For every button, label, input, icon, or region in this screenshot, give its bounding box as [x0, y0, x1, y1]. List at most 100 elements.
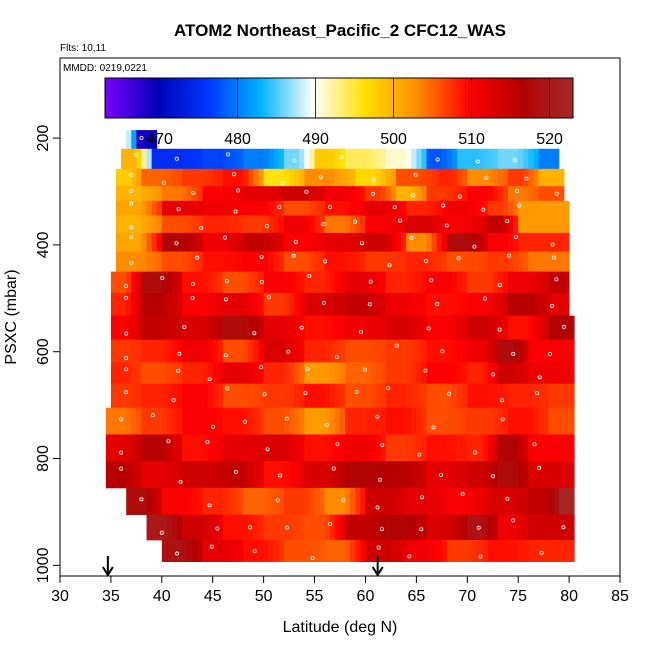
heatmap-cell	[202, 271, 209, 294]
heatmap-cell	[126, 186, 132, 202]
heatmap-cell	[508, 251, 514, 273]
heatmap-cell	[497, 514, 504, 541]
heatmap-cell	[564, 251, 570, 273]
heatmap-cell	[441, 251, 448, 273]
heatmap-cell	[502, 362, 509, 385]
heatmap-cell	[441, 362, 448, 385]
heatmap-cell	[151, 362, 158, 385]
heatmap-cell	[192, 514, 198, 541]
heatmap-cell	[304, 315, 310, 341]
sample-point	[554, 191, 559, 196]
heatmap-cell	[177, 383, 183, 409]
heatmap-cell	[487, 461, 494, 489]
sample-point	[407, 554, 412, 559]
heatmap-cell	[141, 339, 147, 363]
heatmap-cell	[299, 339, 305, 363]
heatmap-cell	[360, 168, 366, 187]
heatmap-cell	[146, 487, 153, 515]
heatmap-cell	[385, 407, 392, 435]
heatmap-cell	[350, 539, 356, 562]
heatmap-cell	[426, 487, 433, 515]
heatmap-cell	[197, 514, 203, 541]
heatmap-cell	[406, 461, 412, 489]
heatmap-cell	[390, 383, 397, 409]
heatmap-cell	[314, 487, 321, 515]
heatmap-cell	[457, 383, 463, 409]
heatmap-cell	[319, 315, 326, 341]
heatmap-cell	[121, 362, 127, 385]
heatmap-cell	[538, 168, 545, 187]
heatmap-cell	[278, 339, 285, 363]
heatmap-cell	[396, 487, 402, 515]
heatmap-cell	[243, 487, 249, 515]
heatmap-cell	[172, 215, 178, 234]
heatmap-cell	[380, 251, 387, 273]
heatmap-cell	[284, 168, 290, 187]
heatmap-cell	[345, 271, 351, 294]
heatmap-cell	[192, 407, 198, 435]
heatmap-cell	[192, 339, 198, 363]
sample-point	[199, 225, 204, 230]
heatmap-cell	[126, 339, 132, 363]
heatmap-cell	[543, 539, 550, 562]
heatmap-cell	[126, 383, 132, 409]
heatmap-cell	[228, 339, 234, 363]
heatmap-cell	[457, 461, 463, 489]
heatmap-cell	[462, 362, 468, 385]
heatmap-cell	[518, 232, 524, 252]
heatmap-cell	[472, 487, 478, 515]
heatmap-cell	[492, 383, 499, 409]
heatmap-cell	[497, 434, 504, 462]
sample-point	[491, 372, 496, 377]
heatmap-cell	[487, 215, 494, 234]
heatmap-cell	[467, 200, 473, 216]
heatmap-cell	[523, 168, 529, 187]
heatmap-cell	[385, 514, 392, 541]
heatmap-cell	[360, 339, 366, 363]
heatmap-cell	[365, 215, 371, 234]
heatmap-cell	[553, 232, 560, 252]
heatmap-cell	[187, 315, 193, 341]
heatmap-cell	[518, 271, 524, 294]
heatmap-cell	[151, 407, 158, 435]
heatmap-cell	[375, 168, 382, 187]
heatmap-cell	[482, 292, 489, 317]
heatmap-cell	[304, 339, 310, 363]
heatmap-cell	[329, 186, 336, 202]
heatmap-cell	[446, 434, 453, 462]
heatmap-cell	[390, 315, 397, 341]
heatmap-cell	[472, 434, 478, 462]
heatmap-cell	[548, 362, 555, 385]
heatmap-cell	[446, 461, 453, 489]
heatmap-cell	[304, 434, 310, 462]
heatmap-cell	[467, 434, 473, 462]
heatmap-cell	[284, 215, 290, 234]
heatmap-cell	[238, 434, 244, 462]
heatmap-cell	[253, 292, 259, 317]
heatmap-cell	[441, 461, 448, 489]
heatmap-cell	[452, 292, 458, 317]
heatmap-cell	[172, 461, 178, 489]
heatmap-cell	[472, 271, 478, 294]
heatmap-cell	[548, 200, 555, 216]
heatmap-cell	[543, 383, 550, 409]
heatmap-cell	[431, 339, 438, 363]
heatmap-cell	[278, 292, 285, 317]
heatmap-cell	[370, 200, 377, 216]
heatmap-cell	[441, 434, 448, 462]
heatmap-cell	[258, 315, 265, 341]
heatmap-cell	[533, 514, 539, 541]
sample-point	[223, 353, 228, 358]
heatmap-cell	[151, 434, 158, 462]
heatmap-cell	[304, 407, 310, 435]
heatmap-cell	[228, 148, 234, 170]
heatmap-cell	[314, 461, 321, 489]
y-tick-label: 1000	[35, 547, 52, 583]
heatmap-cell	[390, 539, 397, 562]
heatmap-cell	[126, 292, 132, 317]
heatmap-cell	[375, 215, 382, 234]
heatmap-cell	[416, 434, 422, 462]
heatmap-cell	[446, 407, 453, 435]
heatmap-cell	[121, 407, 127, 435]
heatmap-cell	[268, 215, 275, 234]
